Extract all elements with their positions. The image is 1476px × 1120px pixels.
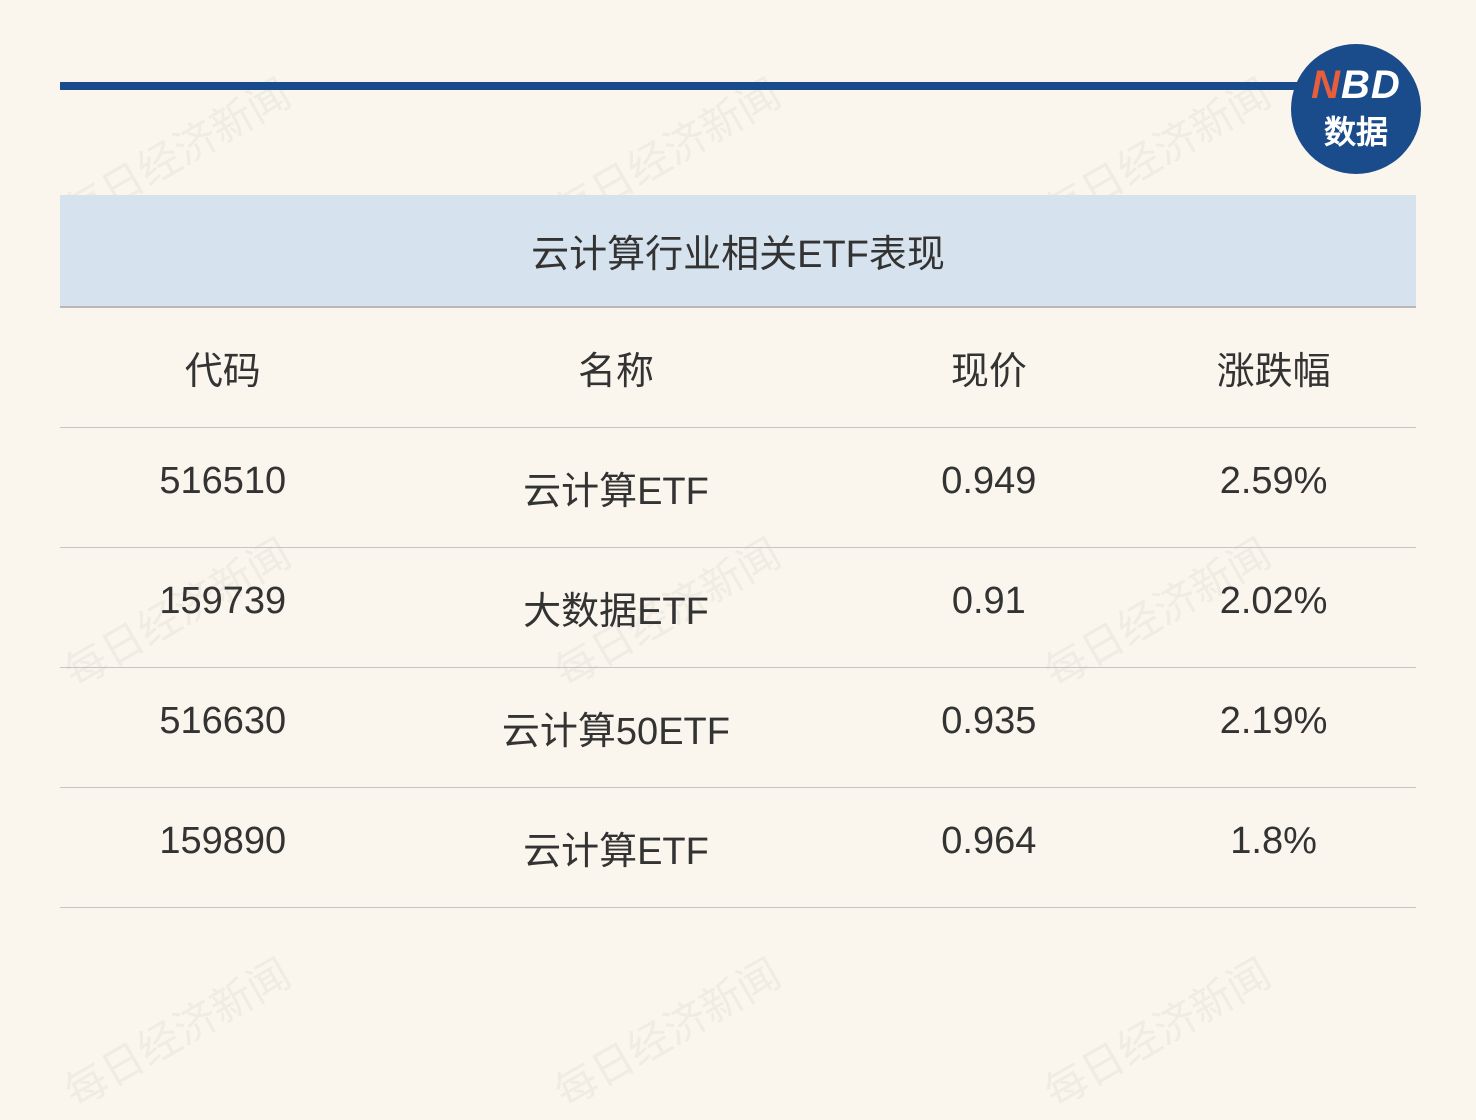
cell-code: 159890 (60, 820, 385, 875)
cell-code: 159739 (60, 580, 385, 635)
cell-change: 2.59% (1131, 460, 1416, 515)
cell-price: 0.935 (846, 700, 1131, 755)
column-header-name: 名称 (385, 340, 846, 395)
cell-name: 云计算50ETF (385, 700, 846, 755)
nbd-logo-badge: NBD 数据 (1291, 44, 1421, 174)
etf-table: 云计算行业相关ETF表现 代码 名称 现价 涨跌幅 516510 云计算ETF … (60, 195, 1416, 908)
table-header-row: 代码 名称 现价 涨跌幅 (60, 308, 1416, 428)
cell-price: 0.949 (846, 460, 1131, 515)
cell-price: 0.91 (846, 580, 1131, 635)
table-row: 159739 大数据ETF 0.91 2.02% (60, 548, 1416, 668)
top-bar-divider (60, 82, 1331, 90)
cell-name: 大数据ETF (385, 580, 846, 635)
cell-code: 516510 (60, 460, 385, 515)
cell-change: 2.19% (1131, 700, 1416, 755)
cell-change: 2.02% (1131, 580, 1416, 635)
logo-brand-text: NBD (1311, 65, 1401, 105)
cell-code: 516630 (60, 700, 385, 755)
logo-sub-text: 数据 (1324, 107, 1388, 153)
table-title: 云计算行业相关ETF表现 (60, 195, 1416, 308)
column-header-code: 代码 (60, 340, 385, 395)
column-header-price: 现价 (846, 340, 1131, 395)
table-row: 516510 云计算ETF 0.949 2.59% (60, 428, 1416, 548)
column-header-change: 涨跌幅 (1131, 340, 1416, 395)
table-row: 159890 云计算ETF 0.964 1.8% (60, 788, 1416, 908)
cell-name: 云计算ETF (385, 460, 846, 515)
cell-price: 0.964 (846, 820, 1131, 875)
table-row: 516630 云计算50ETF 0.935 2.19% (60, 668, 1416, 788)
cell-name: 云计算ETF (385, 820, 846, 875)
watermark: 每日经济新闻 (52, 941, 301, 1120)
cell-change: 1.8% (1131, 820, 1416, 875)
watermark: 每日经济新闻 (542, 941, 791, 1120)
watermark: 每日经济新闻 (1032, 941, 1281, 1120)
